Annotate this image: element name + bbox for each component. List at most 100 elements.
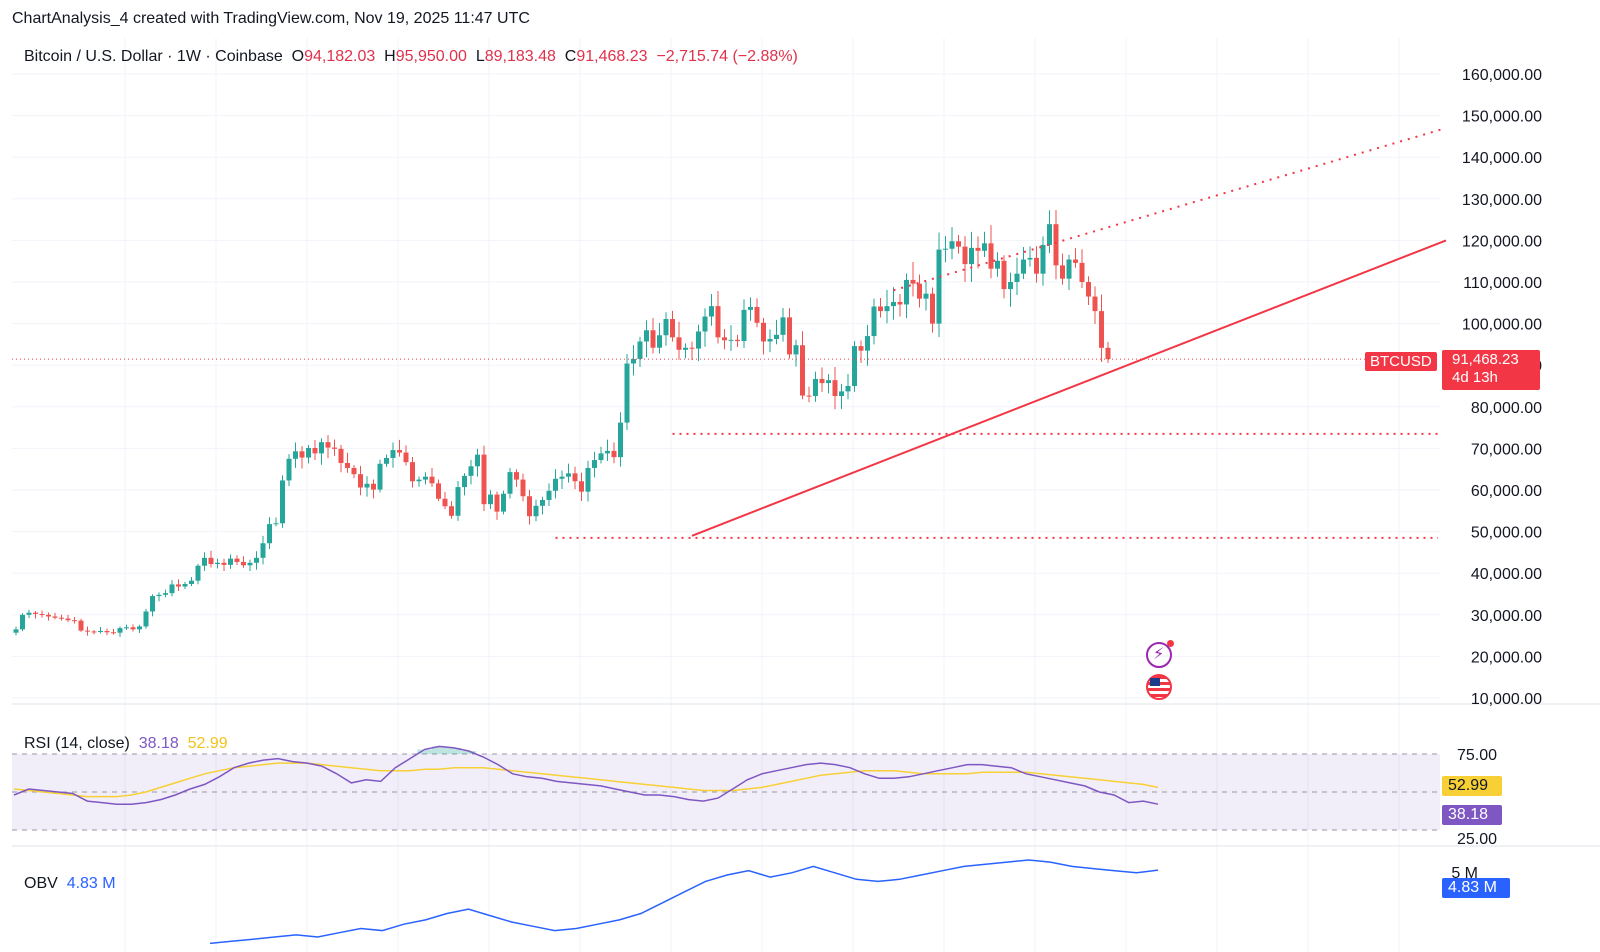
legend-open: 94,182.03 — [304, 48, 376, 65]
legend-low: 89,183.48 — [484, 48, 556, 65]
rsi-title: RSI (14, close) — [24, 735, 130, 752]
candle-body — [553, 478, 558, 491]
candle-body — [436, 483, 441, 499]
candle — [982, 231, 987, 257]
candle-body — [637, 341, 643, 359]
candle-body — [267, 524, 272, 544]
candle — [377, 459, 383, 493]
legend-o-label: O — [291, 48, 305, 65]
candle — [20, 613, 25, 632]
candle-body — [527, 496, 532, 517]
candle — [553, 469, 558, 499]
candle-body — [215, 562, 220, 565]
candle — [611, 442, 617, 464]
rsi-overbought-fill — [417, 749, 432, 754]
candle — [624, 354, 630, 431]
candle — [780, 308, 786, 342]
candle — [228, 554, 233, 569]
candle — [988, 225, 994, 279]
candle-body — [650, 330, 656, 348]
candle-body — [520, 479, 526, 497]
candle — [540, 496, 545, 515]
candle-body — [826, 380, 831, 384]
candle-body — [735, 339, 740, 342]
candle — [299, 446, 305, 469]
candle-body — [1105, 347, 1111, 360]
candle-body — [1060, 265, 1065, 279]
legend-symbol[interactable]: Bitcoin / U.S. Dollar · 1W · Coinbase — [24, 48, 283, 65]
candle — [1105, 341, 1111, 363]
obv-legend[interactable]: OBV 4.83 M — [24, 875, 116, 893]
candle-body — [449, 506, 454, 516]
candle-body — [325, 442, 331, 448]
candle-body — [1099, 311, 1104, 348]
rsi-legend[interactable]: RSI (14, close) 38.18 52.99 — [24, 735, 228, 753]
candle — [208, 550, 214, 568]
candle-body — [780, 317, 786, 335]
candle-body — [819, 378, 825, 384]
candle-body — [52, 616, 58, 618]
rsi-overbought-fill — [432, 746, 447, 754]
candle — [260, 535, 266, 565]
candle-body — [13, 629, 19, 633]
candle — [169, 580, 175, 597]
candle — [806, 386, 812, 403]
candle-body — [1079, 262, 1085, 282]
candle — [104, 628, 110, 636]
candle-body — [813, 378, 818, 396]
rsi-ma-line — [13, 762, 1159, 798]
candle — [130, 624, 136, 632]
candle-body — [501, 493, 506, 512]
candle-body — [897, 301, 903, 305]
candle — [1086, 276, 1091, 306]
candle — [579, 472, 584, 501]
candle-body — [1027, 257, 1033, 260]
candle-body — [208, 557, 214, 565]
candle — [878, 298, 883, 318]
rsi-value: 38.18 — [138, 735, 179, 752]
candle-body — [683, 347, 688, 350]
legend-l-label: L — [475, 48, 485, 65]
candle-body — [390, 450, 396, 458]
candle-body — [345, 462, 350, 468]
candle-body — [767, 338, 773, 342]
candle — [65, 614, 71, 622]
candle-body — [481, 454, 487, 505]
price-axis-label: 20,000.00 — [1471, 649, 1542, 666]
candle — [748, 297, 753, 321]
candle — [696, 324, 701, 362]
candle — [1066, 254, 1072, 291]
candle-body — [995, 260, 1000, 269]
candle — [325, 435, 331, 459]
candle — [358, 465, 363, 496]
candle — [800, 331, 805, 400]
candle-body — [910, 279, 916, 284]
candle-body — [878, 306, 883, 312]
candle-body — [507, 472, 513, 494]
candle-body — [124, 627, 129, 629]
candle-body — [1001, 260, 1007, 290]
candle-body — [403, 452, 409, 463]
candle — [247, 559, 253, 572]
candle — [455, 480, 461, 521]
candle-body — [150, 596, 155, 612]
candle — [215, 558, 220, 569]
us-flag-icon[interactable] — [1146, 674, 1172, 700]
candle — [13, 626, 19, 636]
candle-body — [143, 611, 149, 627]
candle-body — [962, 246, 968, 265]
candle-body — [254, 557, 259, 563]
candle-body — [351, 467, 357, 475]
candle — [390, 442, 396, 468]
candle — [436, 479, 441, 502]
candle — [1053, 209, 1059, 280]
candle — [39, 610, 45, 618]
candle — [572, 466, 578, 490]
candle — [397, 439, 402, 457]
rsi-line — [13, 745, 1159, 805]
candle-body — [566, 473, 571, 477]
candle-body — [488, 494, 493, 505]
lightning-icon[interactable]: ⚡ — [1146, 640, 1174, 668]
candle-body — [247, 562, 253, 566]
